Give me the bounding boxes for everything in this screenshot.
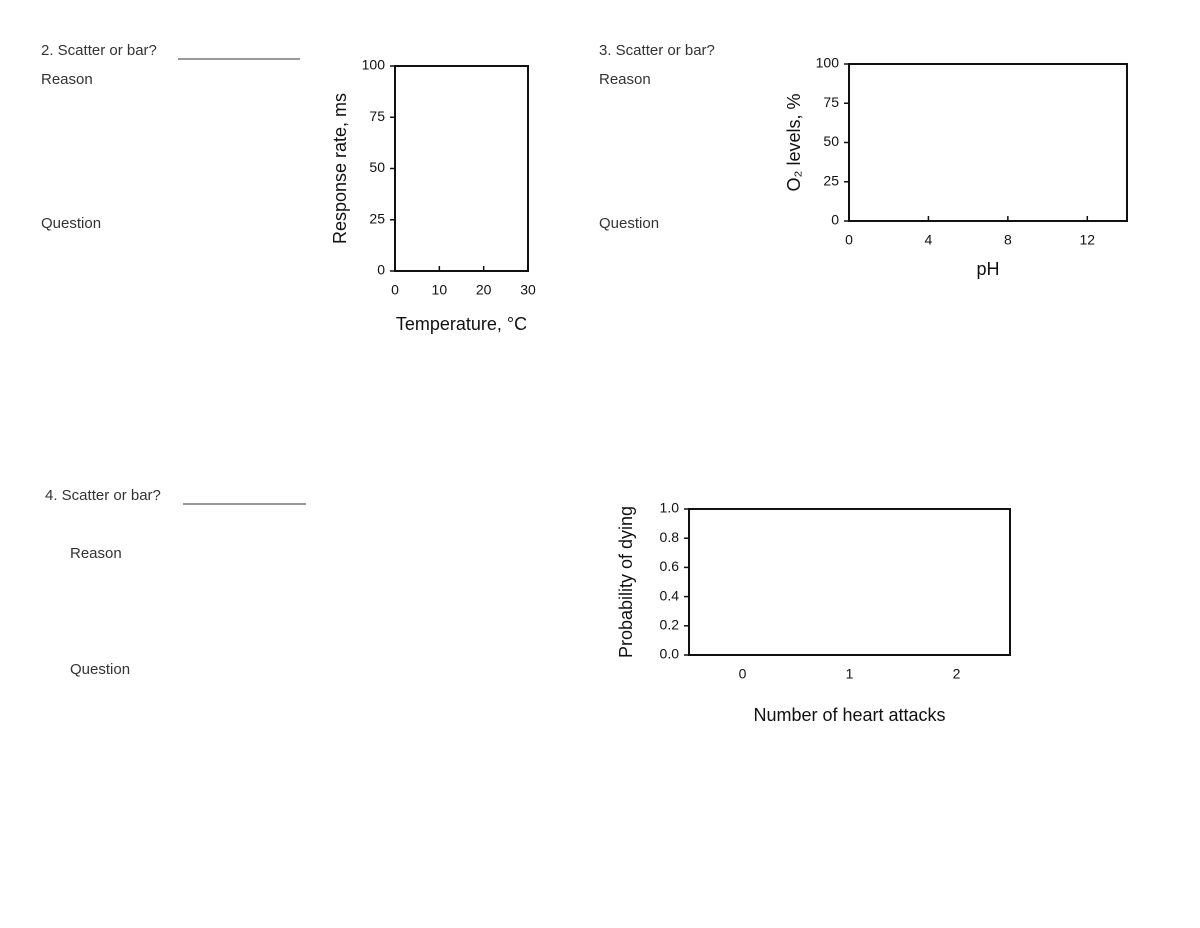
x-tick-label: 1 [846, 666, 854, 682]
x-tick-label: 30 [520, 282, 536, 298]
plot-frame [848, 63, 1128, 222]
y-tick-label: 0 [831, 212, 839, 228]
reason-label: Reason [41, 71, 93, 88]
y-tick-label: 0.2 [660, 617, 680, 633]
y-tick-label: 0 [377, 262, 385, 278]
y-tick-label: 50 [823, 133, 839, 149]
y-tick-label: 25 [369, 210, 385, 226]
x-tick-label: 8 [1004, 232, 1012, 248]
x-tick-label: 0 [845, 232, 853, 248]
x-tick-label: 0 [739, 666, 747, 682]
y-tick-label: 100 [362, 57, 386, 73]
y-tick-label: 50 [369, 159, 385, 175]
y-axis-label: O₂ levels, % [784, 93, 804, 191]
y-tick-label: 75 [369, 108, 385, 124]
question-label: Question [41, 215, 101, 232]
prompt: 2. Scatter or bar? [41, 42, 157, 59]
x-tick-label: 4 [925, 232, 933, 248]
prompt: 4. Scatter or bar? [45, 487, 161, 504]
x-tick-label: 12 [1079, 232, 1095, 248]
x-tick-label: 20 [476, 282, 492, 298]
x-axis-label: Temperature, °C [396, 314, 527, 334]
y-tick-label: 100 [816, 55, 840, 71]
y-axis-label: Probability of dying [616, 506, 636, 658]
y-tick-label: 0.8 [660, 529, 680, 545]
y-tick-label: 0.4 [660, 587, 680, 603]
x-axis-label: pH [976, 259, 999, 279]
x-tick-label: 2 [953, 666, 961, 682]
y-tick-label: 25 [823, 172, 839, 188]
x-axis-label: Number of heart attacks [753, 705, 945, 725]
reason-label: Reason [599, 71, 651, 88]
y-tick-label: 75 [823, 94, 839, 110]
y-tick-label: 1.0 [660, 500, 680, 516]
y-axis-label: Response rate, ms [330, 93, 350, 244]
reason-label: Reason [70, 545, 122, 562]
x-tick-label: 10 [432, 282, 448, 298]
question-label: Question [599, 215, 659, 232]
x-tick-label: 0 [391, 282, 399, 298]
prompt: 3. Scatter or bar? [599, 42, 715, 59]
plot-frame [394, 65, 529, 272]
plot-frame [688, 508, 1011, 656]
y-tick-label: 0.6 [660, 558, 680, 574]
question-label: Question [70, 661, 130, 678]
y-tick-label: 0.0 [660, 646, 680, 662]
